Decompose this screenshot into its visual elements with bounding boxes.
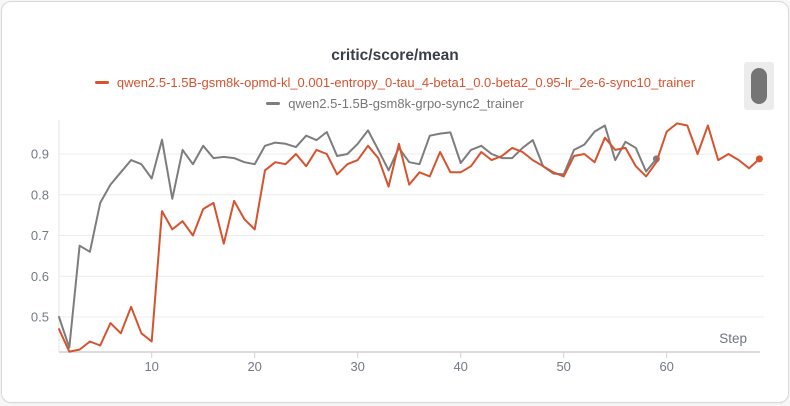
- y-tick-label: 0.7: [31, 228, 49, 243]
- y-tick-label: 0.5: [31, 310, 49, 325]
- x-tick-label: 40: [453, 359, 467, 374]
- x-tick-label: 20: [247, 359, 261, 374]
- x-tick-label: 30: [350, 359, 364, 374]
- legend-scrollbar-track[interactable]: [744, 62, 774, 110]
- series-endpoint-opmd: [755, 155, 763, 163]
- chart-title: critic/score/mean: [331, 47, 459, 64]
- legend-item-opmd-run[interactable]: qwen2.5-1.5B-gsm8k-opmd-kl_0.001-entropy…: [2, 72, 788, 93]
- legend-dash-icon: [266, 102, 281, 105]
- x-tick-label: 10: [144, 359, 158, 374]
- x-tick-label: 50: [556, 359, 570, 374]
- legend-dash-icon: [94, 81, 109, 84]
- series-line-opmd[interactable]: [58, 122, 761, 353]
- legend-item-grpo-run[interactable]: qwen2.5-1.5B-gsm8k-grpo-sync2_trainer: [2, 93, 788, 114]
- legend-scrollbar-thumb[interactable]: [751, 68, 767, 104]
- legend-item-label: qwen2.5-1.5B-gsm8k-grpo-sync2_trainer: [288, 95, 524, 111]
- x-tick-label: 60: [659, 359, 673, 374]
- y-tick-label: 0.8: [31, 187, 49, 202]
- y-tick-label: 0.9: [31, 147, 49, 162]
- legend-item-label: qwen2.5-1.5B-gsm8k-opmd-kl_0.001-entropy…: [116, 74, 696, 90]
- y-tick-label: 0.6: [31, 269, 49, 284]
- legend: qwen2.5-1.5B-gsm8k-opmd-kl_0.001-entropy…: [2, 72, 788, 114]
- x-axis-title: Step: [719, 331, 747, 346]
